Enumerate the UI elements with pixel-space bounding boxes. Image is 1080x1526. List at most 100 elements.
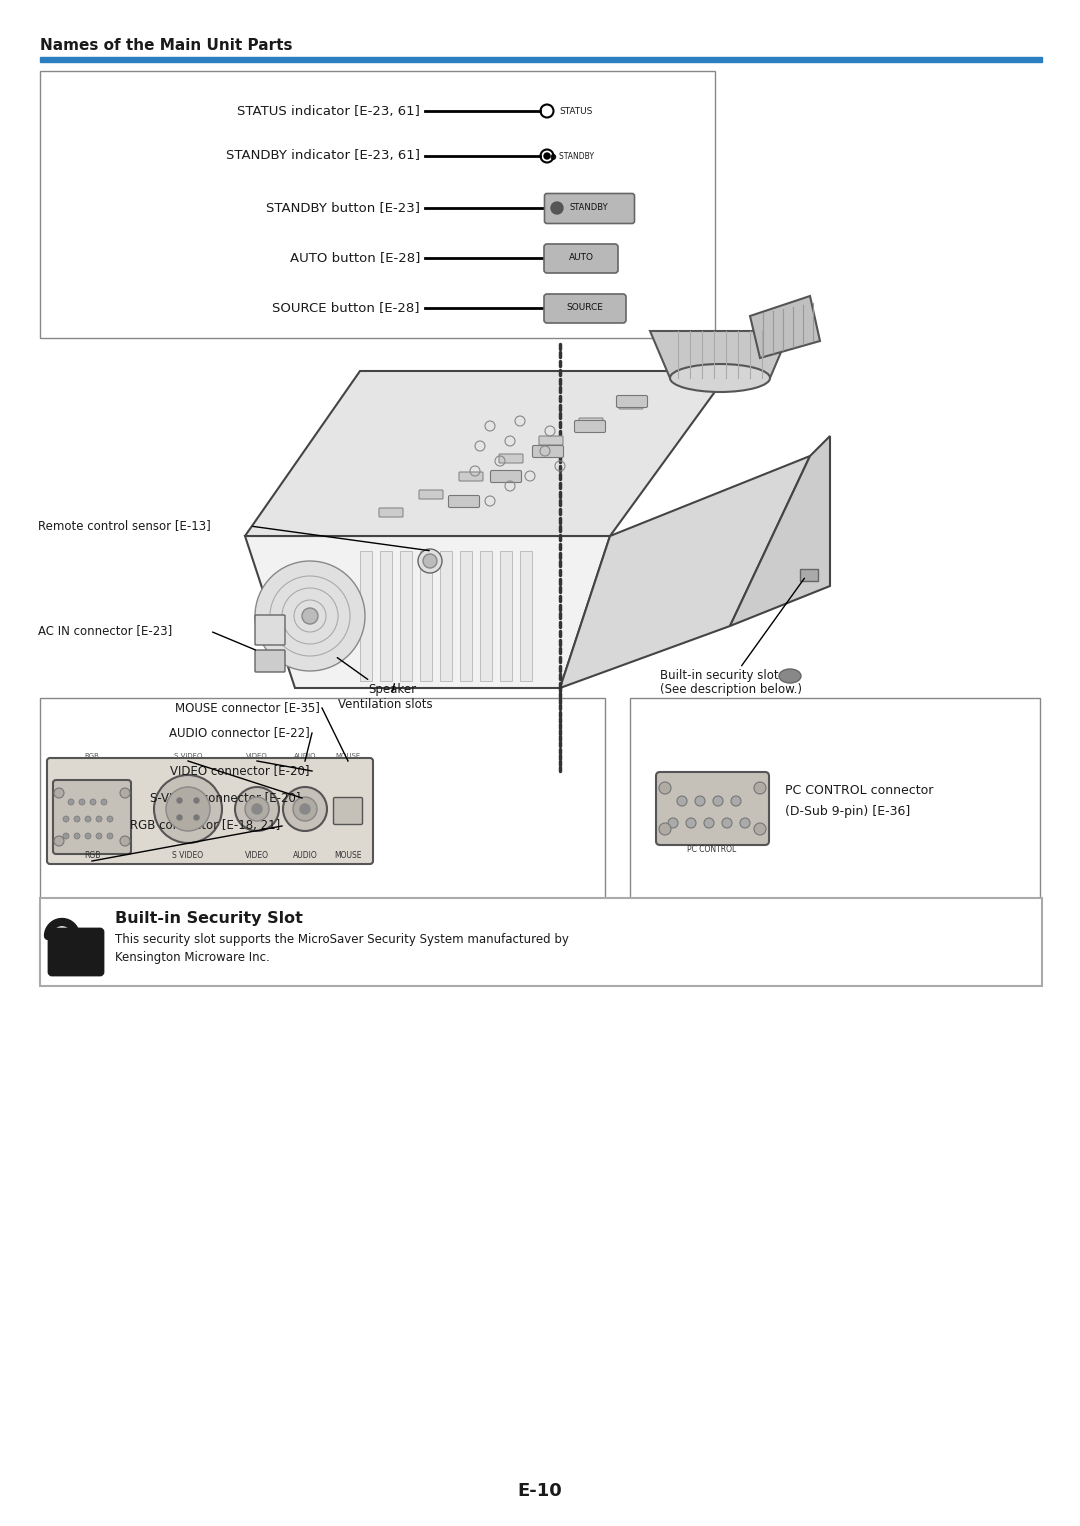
Circle shape — [75, 816, 80, 823]
Circle shape — [255, 562, 365, 671]
Text: Ventilation slots: Ventilation slots — [338, 697, 432, 711]
Text: MOUSE connector [E-35]: MOUSE connector [E-35] — [175, 702, 320, 714]
FancyBboxPatch shape — [448, 496, 480, 508]
Circle shape — [754, 781, 766, 794]
Text: Remote control sensor [E-13]: Remote control sensor [E-13] — [38, 519, 211, 533]
Text: E-10: E-10 — [517, 1482, 563, 1500]
FancyBboxPatch shape — [579, 418, 603, 427]
Text: AUTO button [E-28]: AUTO button [E-28] — [289, 252, 420, 264]
Text: PC CONTROL: PC CONTROL — [687, 844, 737, 853]
Bar — [630, 697, 1040, 897]
Bar — [40, 697, 605, 897]
Circle shape — [63, 833, 69, 839]
Text: VIDEO: VIDEO — [246, 752, 268, 758]
Text: VIDEO: VIDEO — [245, 850, 269, 859]
Polygon shape — [561, 456, 810, 688]
Text: Names of the Main Unit Parts: Names of the Main Unit Parts — [40, 38, 293, 53]
Text: SOURCE button [E-28]: SOURCE button [E-28] — [272, 302, 420, 314]
Circle shape — [68, 800, 75, 806]
Polygon shape — [750, 296, 820, 359]
Bar — [800, 569, 818, 581]
Text: This security slot supports the MicroSaver Security System manufactured by: This security slot supports the MicroSav… — [114, 934, 569, 946]
FancyBboxPatch shape — [499, 455, 523, 462]
Circle shape — [194, 815, 199, 819]
Text: STANDBY indicator [E-23, 61]: STANDBY indicator [E-23, 61] — [226, 150, 420, 162]
Circle shape — [79, 800, 85, 806]
FancyBboxPatch shape — [490, 470, 522, 482]
Bar — [40, 56, 1042, 63]
Bar — [40, 72, 715, 337]
Bar — [360, 551, 372, 681]
Circle shape — [107, 816, 113, 823]
Text: MOUSE: MOUSE — [336, 752, 361, 758]
Bar — [40, 897, 1042, 986]
Circle shape — [302, 607, 318, 624]
FancyBboxPatch shape — [334, 798, 363, 824]
Text: ● STANDBY: ● STANDBY — [550, 151, 594, 160]
Polygon shape — [245, 371, 730, 536]
Text: RGB: RGB — [84, 752, 99, 758]
Circle shape — [63, 816, 69, 823]
Circle shape — [90, 800, 96, 806]
Circle shape — [120, 836, 130, 845]
Text: AC IN connector [E-23]: AC IN connector [E-23] — [38, 624, 172, 638]
FancyBboxPatch shape — [49, 929, 103, 975]
Circle shape — [194, 798, 199, 803]
Text: AUTO: AUTO — [568, 253, 594, 262]
Text: Built-in Security Slot: Built-in Security Slot — [114, 911, 302, 925]
Polygon shape — [245, 536, 610, 688]
Circle shape — [677, 797, 687, 806]
Ellipse shape — [779, 668, 801, 684]
Bar — [420, 551, 432, 681]
Text: MOUSE: MOUSE — [334, 850, 362, 859]
Text: RGB: RGB — [84, 850, 100, 859]
Text: STATUS: STATUS — [559, 107, 592, 116]
FancyBboxPatch shape — [532, 446, 564, 458]
Bar — [480, 551, 492, 681]
Circle shape — [166, 787, 210, 832]
Circle shape — [96, 833, 102, 839]
Circle shape — [293, 797, 318, 821]
Circle shape — [551, 201, 563, 214]
Text: S VIDEO: S VIDEO — [173, 850, 203, 859]
Circle shape — [754, 823, 766, 835]
FancyBboxPatch shape — [544, 295, 626, 324]
Circle shape — [423, 554, 437, 568]
Text: STANDBY: STANDBY — [570, 203, 609, 212]
Text: K: K — [67, 942, 84, 961]
Circle shape — [102, 800, 107, 806]
FancyBboxPatch shape — [656, 772, 769, 845]
Circle shape — [283, 787, 327, 832]
Text: STATUS indicator [E-23, 61]: STATUS indicator [E-23, 61] — [238, 104, 420, 118]
FancyBboxPatch shape — [48, 758, 373, 864]
Text: STANDBY button [E-23]: STANDBY button [E-23] — [266, 201, 420, 215]
Circle shape — [713, 797, 723, 806]
Circle shape — [235, 787, 279, 832]
Bar — [400, 551, 411, 681]
Text: Speaker: Speaker — [368, 684, 416, 696]
FancyBboxPatch shape — [617, 395, 648, 407]
FancyBboxPatch shape — [544, 244, 618, 273]
Circle shape — [544, 153, 550, 159]
Text: AUDIO: AUDIO — [293, 850, 318, 859]
FancyBboxPatch shape — [53, 780, 131, 855]
Bar — [380, 551, 392, 681]
Bar — [440, 551, 453, 681]
Text: S VIDEO: S VIDEO — [174, 752, 202, 758]
Circle shape — [107, 833, 113, 839]
Text: Built-in security slot: Built-in security slot — [660, 670, 779, 682]
Circle shape — [300, 804, 310, 813]
Text: (See description below.): (See description below.) — [660, 684, 802, 696]
Ellipse shape — [670, 365, 770, 392]
Text: RGB connector [E-18, 21]: RGB connector [E-18, 21] — [130, 819, 280, 833]
Circle shape — [731, 797, 741, 806]
Bar — [500, 551, 512, 681]
Circle shape — [659, 823, 671, 835]
FancyBboxPatch shape — [575, 421, 606, 432]
Circle shape — [96, 816, 102, 823]
Text: VIDEO connector [E-20]: VIDEO connector [E-20] — [171, 765, 310, 778]
FancyBboxPatch shape — [255, 615, 285, 645]
Circle shape — [85, 816, 91, 823]
Polygon shape — [650, 331, 789, 378]
Circle shape — [252, 804, 262, 813]
